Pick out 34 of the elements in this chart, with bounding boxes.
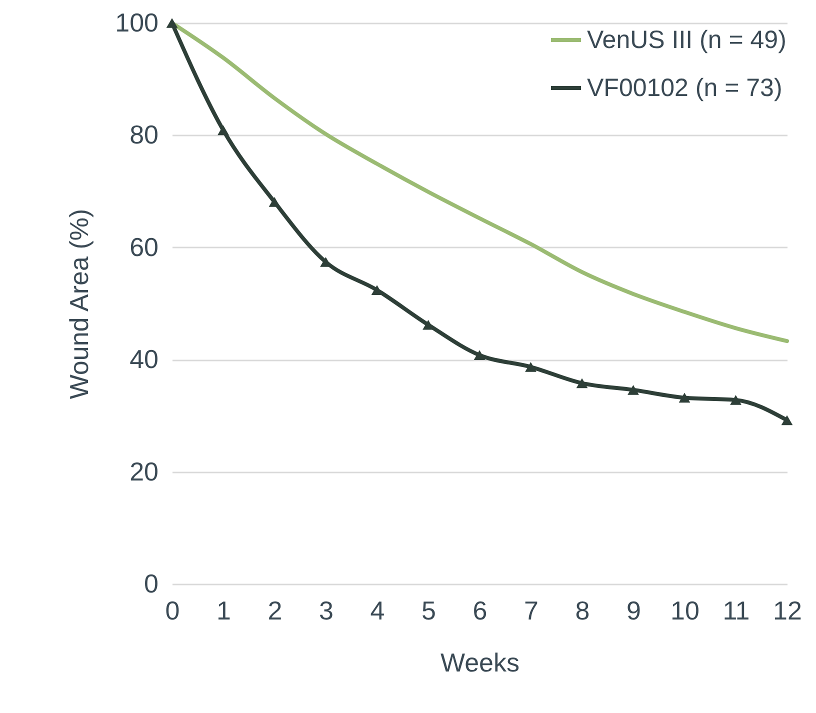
point (576, 378, 588, 388)
point (628, 384, 639, 395)
y-tick-label: 40 (130, 344, 158, 374)
x-tick-label: 1 (216, 596, 231, 626)
point (166, 18, 178, 28)
point (678, 392, 690, 403)
point (730, 395, 742, 405)
x-tick-label: 9 (626, 596, 641, 626)
point (525, 362, 536, 372)
x-tick-label: 3 (319, 596, 334, 626)
x-tick-label: 6 (472, 596, 488, 626)
x-tick-label: 10 (670, 596, 700, 626)
point (422, 320, 434, 330)
x-tick-label: 4 (370, 596, 385, 626)
x-axis-title: Weeks (440, 648, 520, 678)
point (268, 197, 280, 207)
y-tick-label: 80 (130, 120, 158, 150)
x-tick-label: 11 (722, 596, 750, 626)
x-tick-label: 12 (773, 596, 802, 626)
legend-label: VF00102 (n = 73) (587, 74, 782, 102)
y-axis-title: Wound Area (%) (64, 208, 94, 400)
point (474, 350, 486, 360)
y-tick-label: 20 (130, 456, 158, 486)
x-tick-label: 8 (575, 596, 590, 626)
x-tick-label: 5 (422, 596, 436, 626)
x-tick-label: 2 (268, 596, 282, 626)
x-tick-label: 7 (524, 596, 538, 626)
y-tick-label: 100 (115, 8, 158, 38)
point (781, 415, 793, 426)
legend-label: VenUS III (n = 49) (587, 26, 786, 54)
point (218, 125, 229, 136)
y-tick-label: 60 (130, 232, 158, 262)
y-tick-label: 0 (144, 568, 158, 598)
x-tick-label: 0 (165, 596, 180, 626)
